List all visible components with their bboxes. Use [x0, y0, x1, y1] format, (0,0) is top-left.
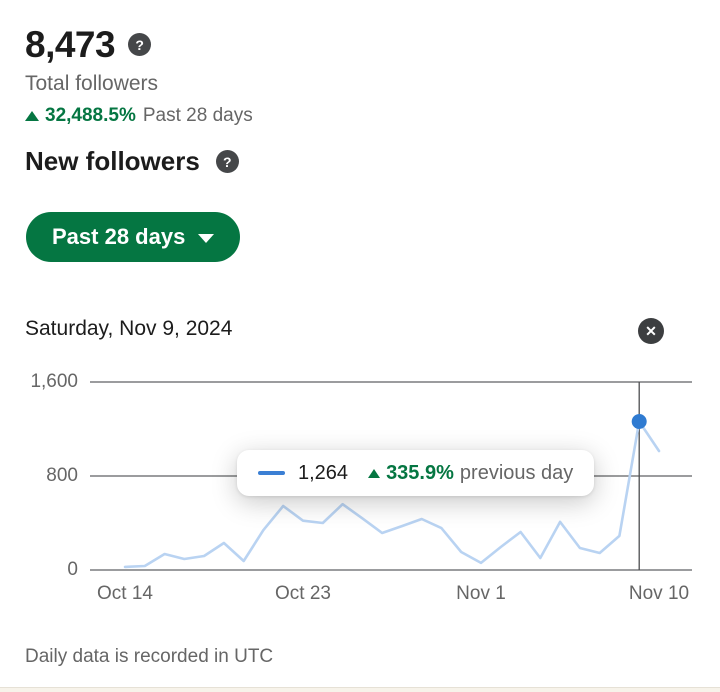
x-tick-label: Oct 14 [97, 583, 153, 604]
chart-svg [90, 381, 692, 571]
tooltip-trend: 335.9% previous day [368, 462, 573, 485]
increase-arrow-icon [368, 468, 381, 478]
close-icon: ✕ [645, 322, 657, 339]
new-followers-heading-row: New followers ? [25, 146, 239, 177]
help-icon: ? [135, 36, 144, 53]
help-icon: ? [223, 153, 232, 170]
dismiss-selection-button[interactable]: ✕ [638, 318, 664, 344]
trend-period: Past 28 days [142, 105, 253, 126]
date-range-dropdown[interactable]: Past 28 days [26, 212, 241, 262]
x-tick-label: Oct 23 [275, 583, 331, 604]
y-tick-label: 1,600 [30, 371, 78, 392]
tooltip-trend-label: previous day [459, 461, 574, 484]
chevron-down-icon [198, 233, 215, 243]
increase-arrow-icon [25, 111, 39, 121]
total-followers-value-row: 8,473 ? [25, 26, 253, 63]
selected-point-dot[interactable] [631, 414, 647, 429]
trend-percentage: 32,488.5% [45, 105, 136, 126]
x-tick-label: Nov 1 [456, 583, 506, 604]
total-followers-value: 8,473 [25, 24, 116, 65]
y-tick-label: 0 [67, 559, 78, 580]
tooltip-value: 1,264 [298, 461, 349, 484]
date-range-label: Past 28 days [52, 224, 186, 249]
series-swatch-icon [258, 471, 285, 475]
new-followers-chart[interactable]: 0 800 1,600 Oct 14 Oct 23 Nov 1 Nov 10 1,264 … [0, 370, 720, 610]
followers-series-line [123, 420, 661, 569]
total-followers-summary: 8,473 ? Total followers 32,488.5% Past 2… [25, 26, 253, 127]
total-followers-trend: 32,488.5% Past 28 days [25, 105, 253, 127]
total-followers-label: Total followers [25, 72, 159, 95]
y-tick-label: 800 [46, 465, 78, 486]
x-tick-label: Nov 10 [628, 583, 690, 604]
selected-date-label: Saturday, Nov 9, 2024 [25, 317, 233, 340]
tooltip-trend-percentage: 335.9% [386, 461, 454, 484]
page-title: New followers [25, 146, 200, 176]
total-followers-help-button[interactable]: ? [128, 33, 152, 56]
section-divider [0, 687, 720, 692]
utc-note: Daily data is recorded in UTC [25, 646, 274, 667]
datapoint-tooltip: 1,264 335.9% previous day [237, 450, 595, 496]
new-followers-help-button[interactable]: ? [215, 150, 239, 173]
